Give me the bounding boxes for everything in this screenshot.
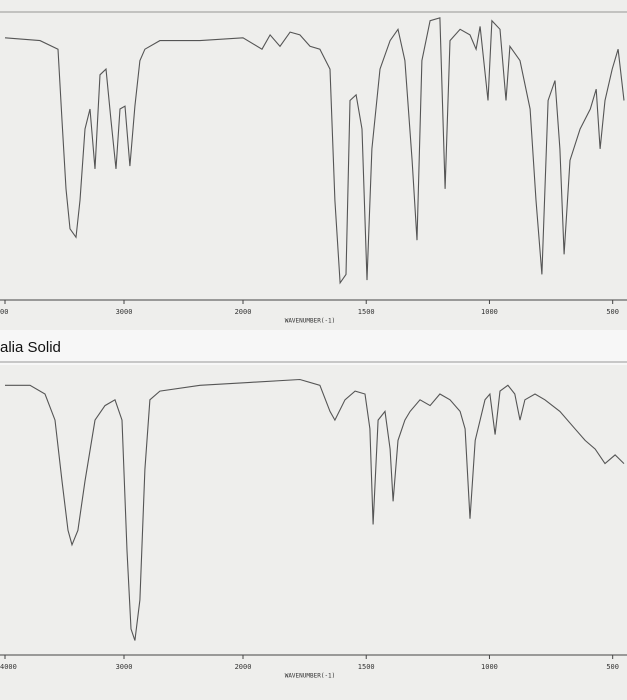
x-tick-label: 00 [0, 308, 8, 316]
spectrum-line [4, 17, 625, 285]
chart-title: alia Solid [0, 339, 61, 356]
x-tick-label: 1500 [358, 663, 375, 671]
x-tick-label: 500 [606, 663, 619, 671]
x-tick-label: 1500 [358, 308, 375, 316]
x-tick-label: 500 [606, 308, 619, 316]
x-tick-label: 1000 [481, 308, 498, 316]
x-tick-label: 4000 [0, 663, 17, 671]
x-tick-label: 3000 [116, 308, 133, 316]
x-axis-label: WAVENUMBER(-1) [285, 673, 336, 680]
x-tick-label: 1000 [481, 663, 498, 671]
x-tick-label: 3000 [116, 663, 133, 671]
x-tick-label: 2000 [235, 308, 252, 316]
caption-strip [0, 330, 627, 365]
x-tick-label: 2000 [235, 663, 252, 671]
spectrum-line [5, 378, 625, 641]
x-axis-label: WAVENUMBER(-1) [285, 318, 336, 325]
